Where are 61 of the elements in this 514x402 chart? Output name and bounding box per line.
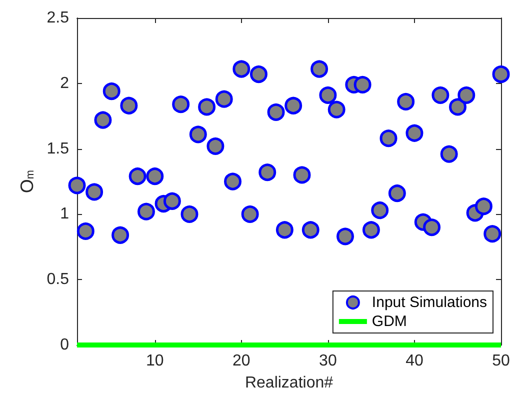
y-tick-label: 2.5 — [46, 10, 70, 26]
legend-label: GDM — [372, 313, 407, 330]
y-tick-label: 1 — [60, 206, 70, 223]
point — [362, 221, 380, 239]
point — [172, 96, 190, 114]
point — [250, 65, 268, 83]
x-tick-label: 10 — [146, 352, 164, 370]
point — [189, 126, 207, 144]
point — [474, 198, 492, 216]
point — [397, 92, 415, 110]
point — [102, 82, 120, 100]
point — [206, 137, 224, 155]
point — [371, 202, 389, 220]
x-tick-label: 50 — [492, 352, 510, 370]
point — [380, 130, 398, 148]
point — [94, 111, 112, 129]
point — [215, 90, 233, 108]
point — [336, 228, 354, 246]
point — [284, 96, 302, 114]
point — [180, 205, 198, 223]
point — [137, 202, 155, 220]
point — [232, 60, 250, 78]
point — [76, 222, 94, 240]
point — [319, 86, 337, 104]
point — [440, 145, 458, 163]
point — [293, 166, 311, 184]
legend-label: Input Simulations — [372, 294, 488, 311]
point — [354, 76, 372, 94]
point — [86, 183, 104, 201]
x-tick-label: 30 — [319, 352, 337, 370]
x-tick-label: 40 — [406, 352, 424, 370]
point — [302, 221, 320, 239]
point — [310, 60, 328, 78]
x-tick-label: 20 — [232, 352, 250, 370]
point — [163, 192, 181, 210]
point — [258, 164, 276, 182]
point — [328, 100, 346, 118]
point — [128, 168, 146, 186]
y-tick-label: 0 — [60, 336, 70, 354]
point — [112, 226, 130, 244]
point — [146, 168, 164, 186]
y-axis-title: Om — [16, 170, 37, 194]
point — [484, 225, 502, 243]
y-tick-label: 1.5 — [46, 140, 70, 158]
point — [406, 124, 424, 142]
point — [492, 65, 510, 83]
y-tick-label: 2 — [60, 74, 70, 92]
point — [198, 98, 216, 116]
point — [432, 86, 450, 104]
point — [423, 218, 441, 236]
point — [224, 172, 242, 190]
point — [458, 86, 476, 104]
point — [241, 205, 259, 223]
point — [267, 103, 285, 121]
x-axis-title: Realization# — [244, 374, 334, 392]
point — [388, 184, 406, 202]
y-tick-label: 0.5 — [46, 271, 70, 288]
point — [449, 98, 466, 116]
point — [68, 176, 86, 194]
point — [120, 96, 138, 114]
point — [276, 221, 294, 239]
